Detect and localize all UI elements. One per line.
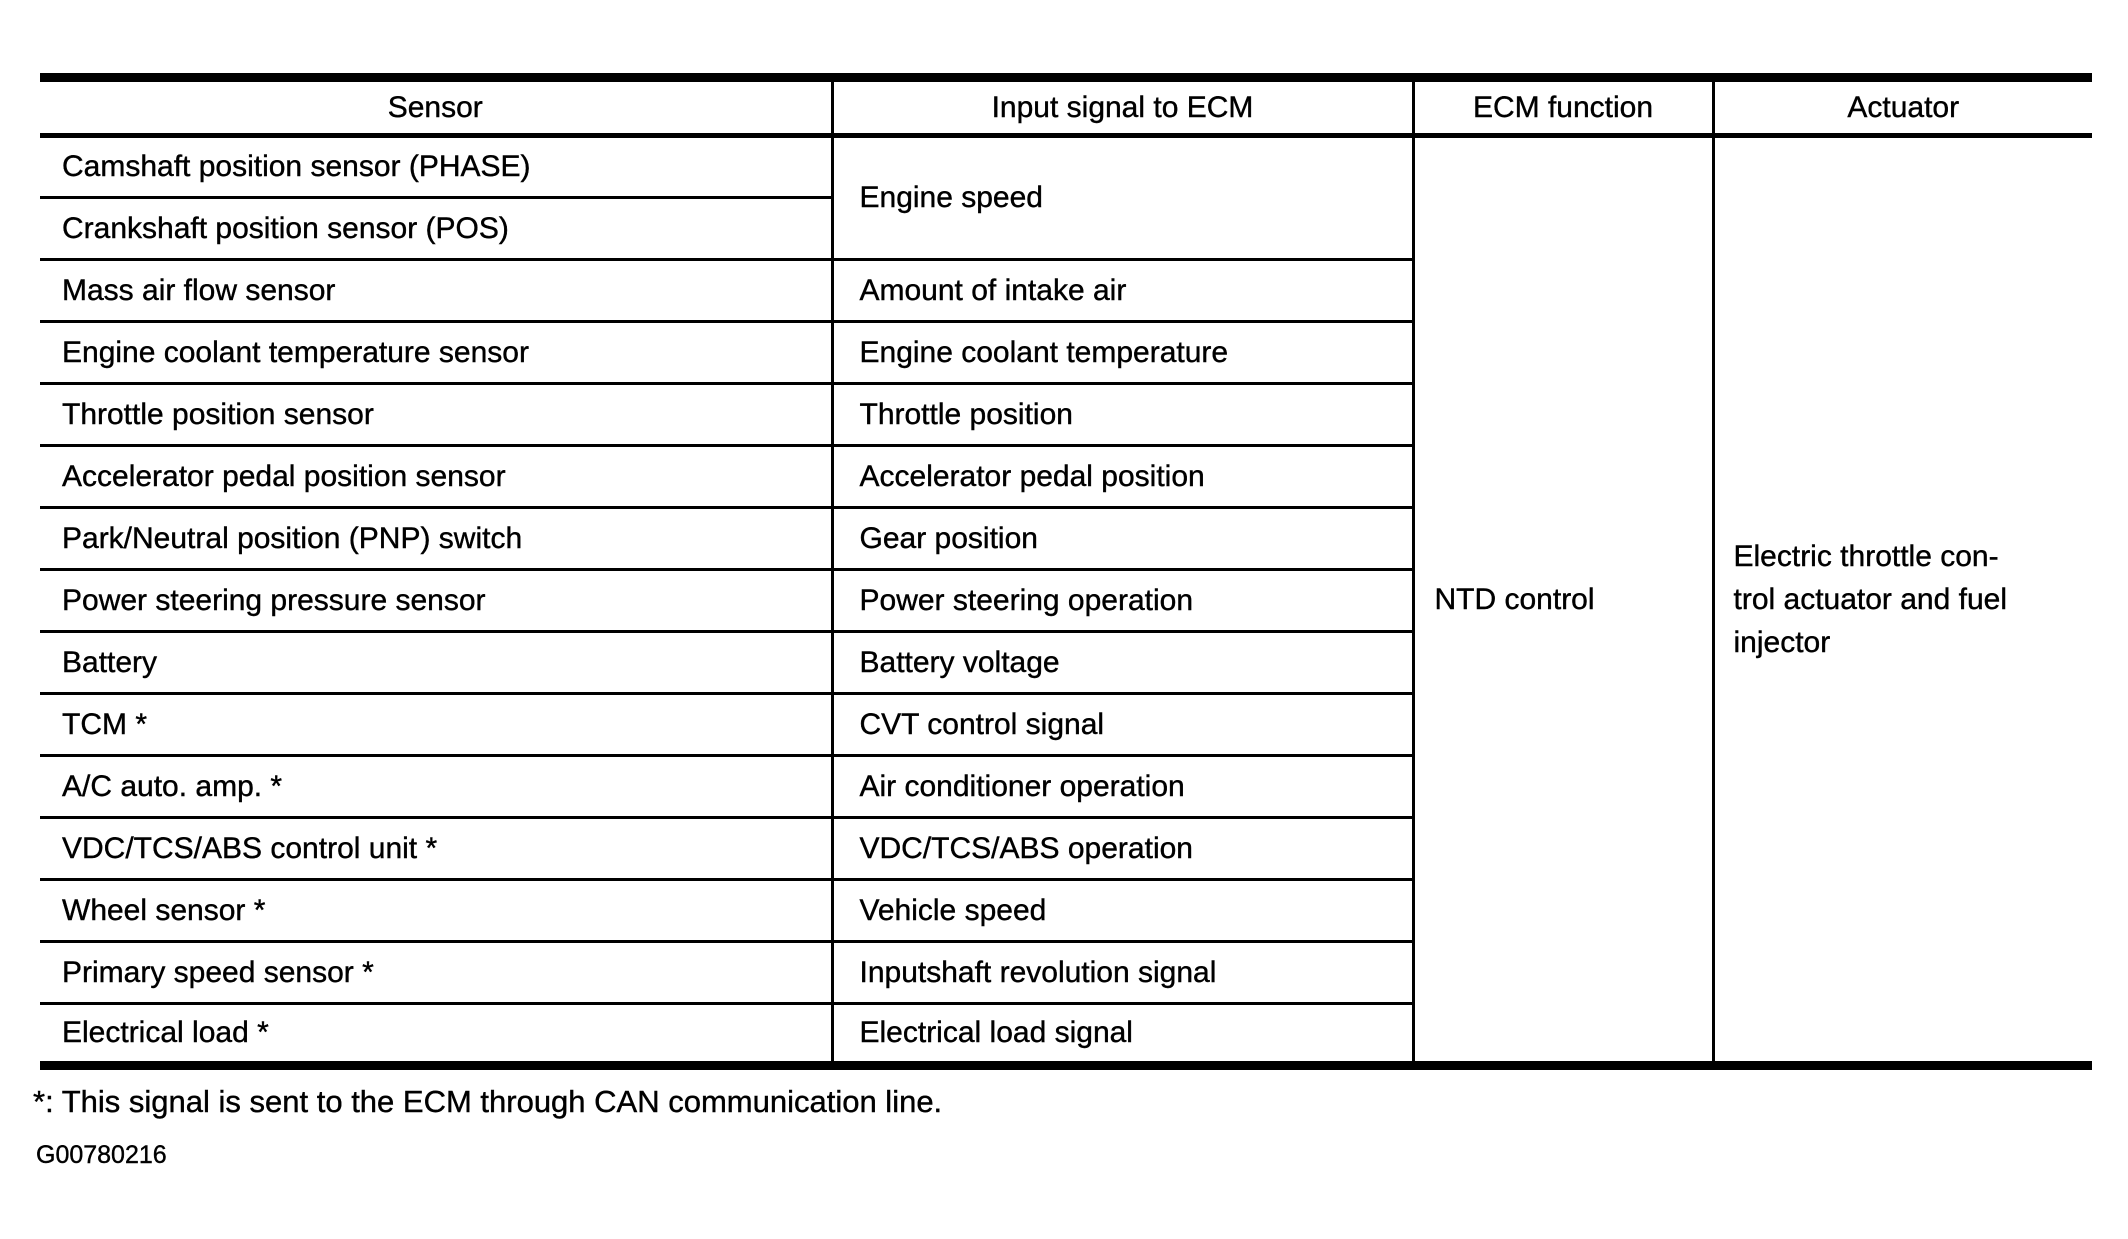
sensor-cell: Primary speed sensor *: [40, 940, 832, 1004]
table-row: Park/Neutral position (PNP) switch Gear p…: [40, 506, 2092, 570]
header-row: Sensor Input signal to ECM ECM function …: [40, 77, 2092, 138]
col-header-sensor: Sensor: [40, 77, 832, 138]
footnote: *: This signal is sent to the ECM throug…: [33, 1084, 943, 1119]
sensor-cell: Power steering pressure sensor: [40, 568, 832, 632]
sensor-cell: A/C auto. amp. *: [40, 754, 832, 818]
sensor-cell: Engine coolant temperature sensor: [40, 320, 832, 384]
input-signal-cell: Air conditioner operation: [830, 754, 1413, 818]
sensor-cell: Camshaft position sensor (PHASE): [40, 134, 832, 198]
table-row: TCM * CVT control signal: [40, 692, 2092, 756]
table-row: Mass air flow sensor Amount of intake air: [40, 258, 2092, 322]
table-row: Accelerator pedal position sensor Acceler…: [40, 444, 2092, 508]
sensor-cell: Battery: [40, 630, 832, 694]
sensor-cell: Wheel sensor *: [40, 878, 832, 942]
ecm-function-cell: NTD control: [1411, 134, 1713, 1066]
actuator-cell: Electric throttle con- trol actuator and…: [1711, 134, 2092, 1066]
col-header-actuator: Actuator: [1711, 77, 2092, 138]
table-row: VDC/TCS/ABS control unit * VDC/TCS/ABS op…: [40, 816, 2092, 880]
col-header-input-signal: Input signal to ECM: [830, 77, 1413, 138]
input-signal-cell: Power steering operation: [830, 568, 1413, 632]
table-row: A/C auto. amp. * Air conditioner operatio…: [40, 754, 2092, 818]
input-signal-cell: VDC/TCS/ABS operation: [830, 816, 1413, 880]
input-signal-cell: Throttle position: [830, 382, 1413, 446]
input-signal-cell: Vehicle speed: [830, 878, 1413, 942]
sensor-cell: Crankshaft position sensor (POS): [40, 196, 832, 260]
sensor-cell: Throttle position sensor: [40, 382, 832, 446]
input-signal-cell: Amount of intake air: [830, 258, 1413, 322]
input-signal-cell: Electrical load signal: [830, 1002, 1413, 1066]
table-row: Camshaft position sensor (PHASE) Engine s…: [40, 134, 2092, 1066]
table-row: Battery Battery voltage: [40, 630, 2092, 694]
input-signal-cell: Engine speed: [830, 134, 1413, 260]
table-row: Crankshaft position sensor (POS): [40, 196, 2092, 260]
sensor-cell: TCM *: [40, 692, 832, 756]
sensor-cell: Accelerator pedal position sensor: [40, 444, 832, 508]
input-signal-cell: Accelerator pedal position: [830, 444, 1413, 508]
table-body: Camshaft position sensor (PHASE) Engine s…: [40, 134, 2092, 1066]
sensor-cell: Electrical load *: [40, 1002, 832, 1066]
table-row: Power steering pressure sensor Power stee…: [40, 568, 2092, 632]
input-signal-cell: Inputshaft revolution signal: [830, 940, 1413, 1004]
col-header-ecm-function: ECM function: [1411, 77, 1713, 138]
sensor-cell: Mass air flow sensor: [40, 258, 832, 322]
input-signal-cell: Gear position: [830, 506, 1413, 570]
input-signal-cell: Engine coolant temperature: [830, 320, 1413, 384]
ecm-input-signal-table: Sensor Input signal to ECM ECM function …: [40, 73, 2092, 1070]
table-row: Wheel sensor * Vehicle speed: [40, 878, 2092, 942]
figure-id: G00780216: [36, 1141, 167, 1169]
sensor-cell: VDC/TCS/ABS control unit *: [40, 816, 832, 880]
table-row: Engine coolant temperature sensor Engine …: [40, 320, 2092, 384]
input-signal-cell: Battery voltage: [830, 630, 1413, 694]
table-row: Primary speed sensor * Inputshaft revolut…: [40, 940, 2092, 1004]
input-signal-cell: CVT control signal: [830, 692, 1413, 756]
table-row: Electrical load * Electrical load signal: [40, 1002, 2092, 1066]
table-row: Throttle position sensor Throttle positio…: [40, 382, 2092, 446]
sensor-cell: Park/Neutral position (PNP) switch: [40, 506, 832, 570]
